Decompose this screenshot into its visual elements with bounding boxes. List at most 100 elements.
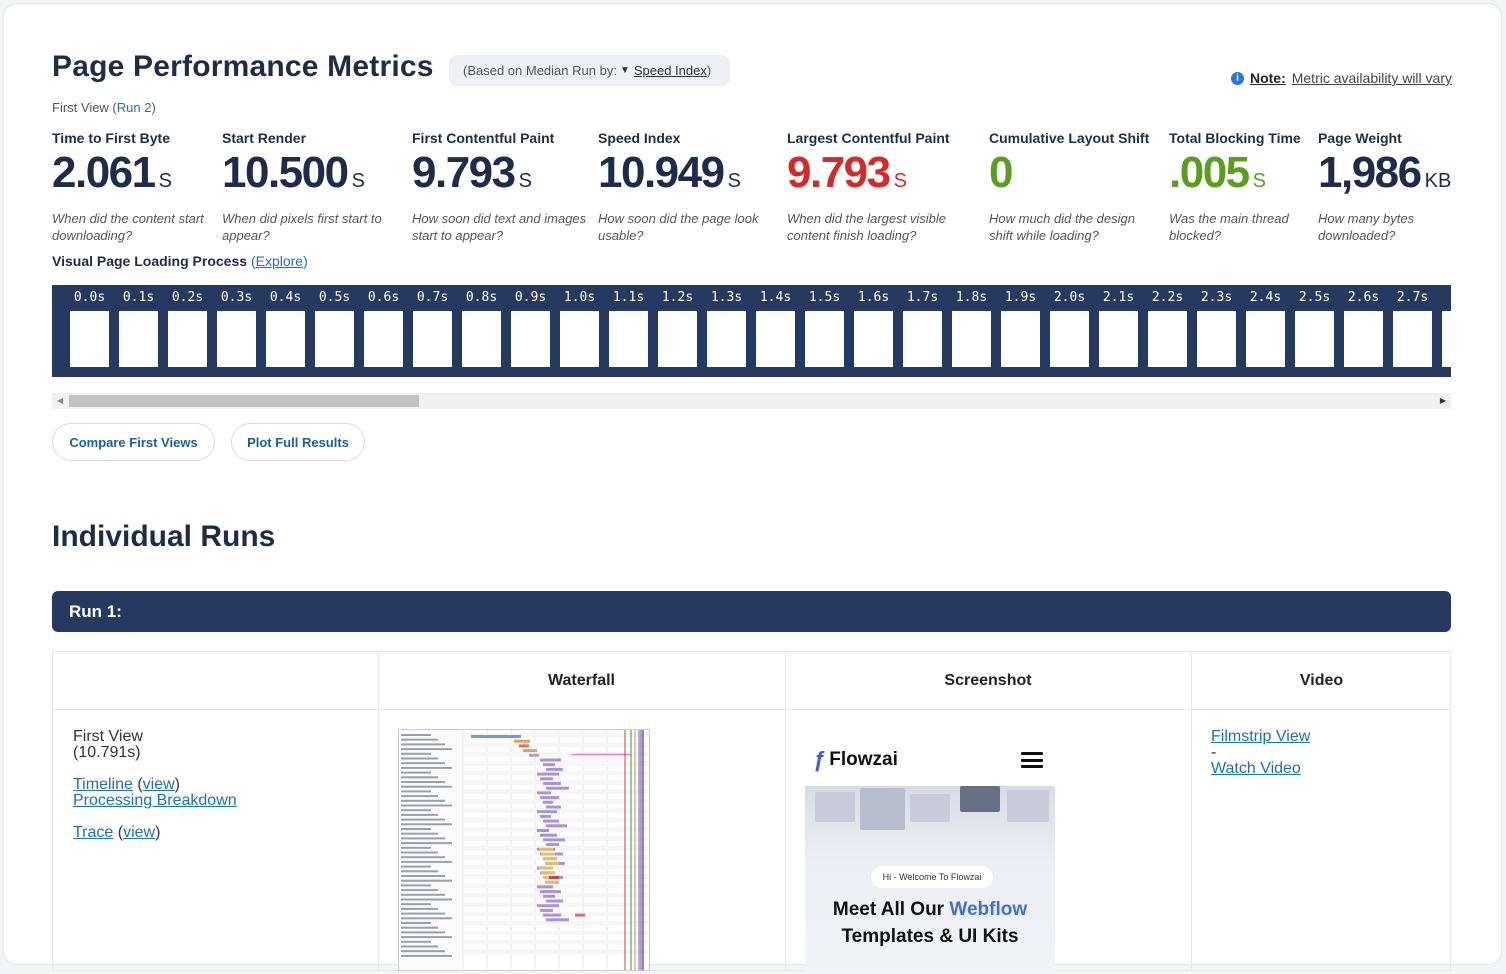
filmstrip-frame[interactable]: 0.7s xyxy=(408,285,457,367)
filmstrip-frame[interactable]: 2.0s xyxy=(1045,285,1094,367)
frame-time-label: 2.1s xyxy=(1102,290,1135,305)
template-tile xyxy=(815,792,855,822)
frame-thumbnail xyxy=(315,311,354,367)
frame-time-label: 0.1s xyxy=(122,290,155,305)
filmstrip-frame[interactable]: 1.6s xyxy=(849,285,898,367)
median-metric-link[interactable]: Speed Index xyxy=(633,63,707,78)
plot-full-results-button[interactable]: Plot Full Results xyxy=(231,423,365,461)
headline-highlight: Webflow xyxy=(949,899,1028,920)
filmstrip-frame[interactable]: 0.2s xyxy=(163,285,212,367)
filmstrip-frame[interactable]: 1.9s xyxy=(996,285,1045,367)
first-view-label: First View xyxy=(73,728,143,745)
metric-lcp: Largest Contentful Paint 9.793 S When did… xyxy=(787,130,967,244)
metric-start-render: Start Render 10.500 S When did pixels fir… xyxy=(222,130,397,244)
metric-unit: S xyxy=(351,170,365,192)
run-1-table: Waterfall Screenshot Video First View (1… xyxy=(52,651,1451,974)
flowzai-logo: ƒ Flowzai xyxy=(813,747,898,773)
filmstrip-frame[interactable]: 0.8s xyxy=(457,285,506,367)
explore-link[interactable]: (Explore) xyxy=(251,253,308,269)
filmstrip-frame[interactable]: 0.1s xyxy=(114,285,163,367)
watch-video-link[interactable]: Watch Video xyxy=(1211,760,1301,777)
metric-value: .005 S xyxy=(1169,150,1309,204)
note-text[interactable]: Metric availability will vary xyxy=(1291,70,1452,86)
metric-question: When did the largest visible content fin… xyxy=(787,211,946,243)
filmstrip-frame[interactable]: 0.6s xyxy=(359,285,408,367)
filmstrip-frame[interactable]: 1.2s xyxy=(653,285,702,367)
frame-thumbnail xyxy=(413,311,452,367)
filmstrip-view-link[interactable]: Filmstrip View xyxy=(1211,728,1311,745)
filmstrip-frame[interactable]: 1.5s xyxy=(800,285,849,367)
metric-cls: Cumulative Layout Shift 0 How much did t… xyxy=(989,130,1161,244)
screenshot-thumbnail[interactable]: ƒ Flowzai Hi - Welcome To Flowzai Meet Al… xyxy=(805,734,1055,974)
filmstrip-scrollbar[interactable]: ◀ ▶ xyxy=(52,393,1451,409)
frame-time-label: 0.9s xyxy=(514,290,547,305)
filmstrip-frame[interactable]: 2.6s xyxy=(1339,285,1388,367)
frame-thumbnail xyxy=(903,311,942,367)
frame-time-label: 1.6s xyxy=(857,290,890,305)
frame-time-label: 1.7s xyxy=(906,290,939,305)
waterfall-thumbnail[interactable] xyxy=(398,729,650,971)
compare-first-views-button[interactable]: Compare First Views xyxy=(52,423,215,461)
filmstrip-frame[interactable]: 2.4s xyxy=(1241,285,1290,367)
metric-value: 0 xyxy=(989,150,1161,204)
processing-breakdown-link[interactable]: Processing Breakdown xyxy=(73,792,237,809)
metric-number: 1,986 xyxy=(1318,148,1422,197)
frame-time-label: 1.0s xyxy=(563,290,596,305)
scroll-right-arrow-icon[interactable]: ▶ xyxy=(1439,396,1446,405)
filmstrip-frame[interactable]: 0.3s xyxy=(212,285,261,367)
filmstrip-frame[interactable]: 1.3s xyxy=(702,285,751,367)
frame-thumbnail xyxy=(364,311,403,367)
trace-row: Trace (view) xyxy=(73,824,161,841)
scroll-left-arrow-icon[interactable]: ◀ xyxy=(57,396,64,405)
metric-value: 10.949 S xyxy=(598,150,773,204)
explore-link-text[interactable]: Explore xyxy=(255,253,304,269)
frame-thumbnail xyxy=(609,311,648,367)
filmstrip[interactable]: 0.0s 0.1s 0.2s 0.3s 0.4s 0.5s 0.6s 0.7s 0.8s 0.9s… xyxy=(52,285,1451,377)
filmstrip-frame[interactable]: 0.5s xyxy=(310,285,359,367)
first-view-prefix: First View ( xyxy=(52,100,117,115)
filmstrip-frame[interactable]: 1.4s xyxy=(751,285,800,367)
page-title: Page Performance Metrics xyxy=(52,50,434,83)
frame-time-label: 0.4s xyxy=(269,290,302,305)
filmstrip-frame[interactable]: 0.9s xyxy=(506,285,555,367)
metric-value: 10.500 S xyxy=(222,150,397,204)
metric-number: 10.500 xyxy=(222,148,349,197)
frame-thumbnail xyxy=(805,311,844,367)
timeline-link[interactable]: Timeline xyxy=(73,776,133,793)
header-divider xyxy=(53,709,1450,710)
filmstrip-frame[interactable]: 1.7s xyxy=(898,285,947,367)
trace-link[interactable]: Trace xyxy=(73,824,114,841)
metric-label: Time to First Byte xyxy=(52,130,170,146)
frame-time-label: 2.4s xyxy=(1249,290,1282,305)
scrollbar-thumb[interactable] xyxy=(69,395,419,407)
filmstrip-frame[interactable]: 1.1s xyxy=(604,285,653,367)
metric-value: 1,986 KB xyxy=(1318,150,1458,204)
frame-time-label: 1.1s xyxy=(612,290,645,305)
hamburger-menu-icon xyxy=(1021,752,1043,768)
frame-time-label: 2.0s xyxy=(1053,290,1086,305)
filmstrip-frame[interactable]: 0.0s xyxy=(65,285,114,367)
frame-thumbnail xyxy=(1393,311,1432,367)
frame-thumbnail xyxy=(560,311,599,367)
median-run-selector[interactable]: (Based on Median Run by: ▼ Speed Index ) xyxy=(449,55,730,86)
filmstrip-frame[interactable]: 2.7s xyxy=(1388,285,1437,367)
filmstrip-frame[interactable]: 2 xyxy=(1437,285,1451,367)
filmstrip-frame[interactable]: 2.3s xyxy=(1192,285,1241,367)
frame-time-label: 0.5s xyxy=(318,290,351,305)
filmstrip-frame[interactable]: 1.0s xyxy=(555,285,604,367)
frame-time-label: 0.0s xyxy=(73,290,106,305)
metric-label: Speed Index xyxy=(598,130,681,146)
column-divider xyxy=(378,652,379,970)
frame-thumbnail xyxy=(1099,311,1138,367)
visual-loading-label: Visual Page Loading Process xyxy=(52,253,248,269)
filmstrip-frame[interactable]: 1.8s xyxy=(947,285,996,367)
filmstrip-frame[interactable]: 2.1s xyxy=(1094,285,1143,367)
metric-question: How many bytes downloaded? xyxy=(1318,211,1415,243)
trace-view-link[interactable]: view xyxy=(123,824,156,841)
filmstrip-frame[interactable]: 2.5s xyxy=(1290,285,1339,367)
timeline-view-link[interactable]: view xyxy=(142,776,175,793)
filmstrip-frame[interactable]: 2.2s xyxy=(1143,285,1192,367)
filmstrip-frame[interactable]: 0.4s xyxy=(261,285,310,367)
frame-time-label: 2.3s xyxy=(1200,290,1233,305)
run-2-link[interactable]: Run 2 xyxy=(116,100,152,115)
